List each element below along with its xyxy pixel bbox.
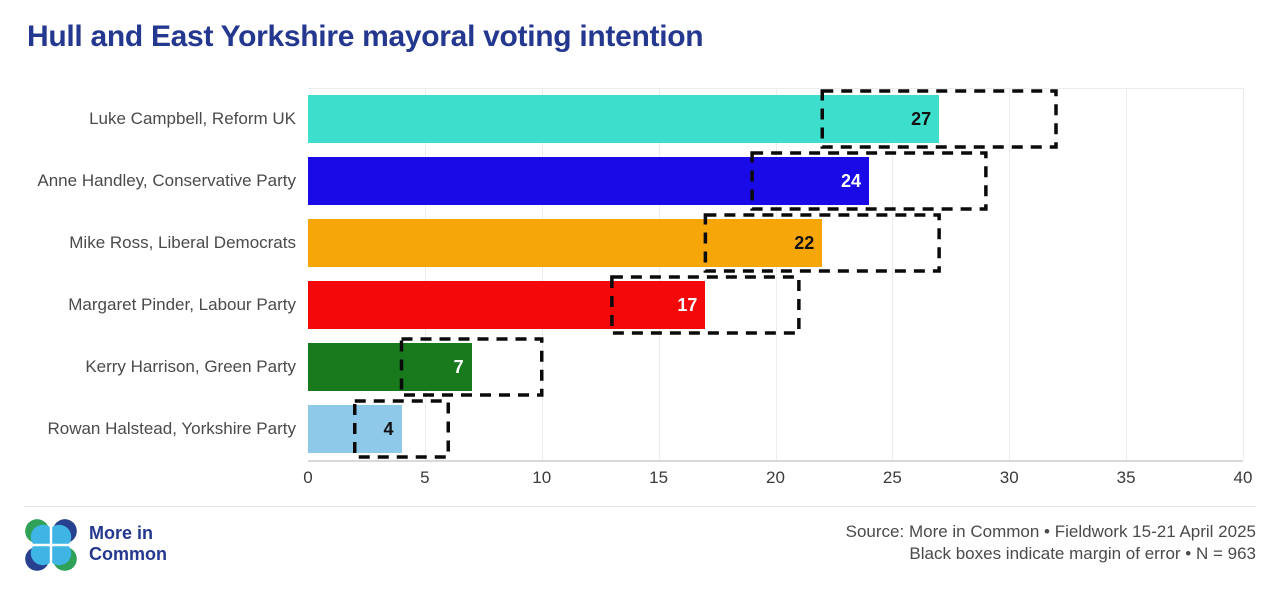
gridline: [424, 88, 426, 460]
error-box-overlay: [353, 89, 1058, 459]
more-in-common-logo-icon: [25, 519, 77, 571]
x-axis-line: [308, 460, 1243, 462]
x-tick-label: 20: [766, 468, 785, 487]
logo-wordmark: More in Common: [89, 523, 167, 564]
x-tick-label: 30: [999, 468, 1019, 487]
bar: 7: [308, 343, 472, 391]
margin-of-error-box: [703, 213, 941, 273]
gridline: [658, 88, 660, 460]
x-tick-label: 25: [882, 468, 902, 487]
bar-value-label: 22: [794, 232, 815, 253]
gridline: [1126, 88, 1128, 460]
source-line-2: Black boxes indicate margin of error • N…: [909, 544, 1256, 563]
gridline: [1009, 88, 1011, 460]
category-label: Anne Handley, Conservative Party: [37, 171, 296, 190]
x-tick-label: 15: [649, 468, 669, 487]
x-tick-label: 40: [1233, 468, 1253, 487]
bar-value-label: 4: [383, 418, 394, 439]
category-label: Luke Campbell, Reform UK: [89, 109, 296, 128]
gridline: [775, 88, 777, 460]
bar: 27: [308, 95, 940, 143]
bar: 24: [308, 157, 869, 205]
bar-value-label: 24: [840, 170, 861, 191]
logo-petal-sky: [30, 546, 50, 566]
margin-of-error-box: [750, 151, 988, 211]
margin-of-error-box: [399, 337, 544, 397]
category-label: Mike Ross, Liberal Democrats: [69, 233, 296, 252]
bar-value-label: 27: [911, 108, 932, 129]
footer-divider: [24, 506, 1256, 507]
logo-petal-sky: [30, 524, 50, 544]
bar: 22: [308, 219, 823, 267]
margin-of-error-box: [820, 89, 1058, 149]
margin-of-error-box: [610, 275, 801, 335]
x-tick-label: 5: [420, 468, 430, 487]
category-label: Margaret Pinder, Labour Party: [68, 295, 296, 314]
gridline: [541, 88, 543, 460]
chart-title: Hull and East Yorkshire mayoral voting i…: [27, 20, 704, 53]
x-tick-label: 10: [532, 468, 552, 487]
category-label: Rowan Halstead, Yorkshire Party: [47, 419, 296, 438]
x-tick-label: 35: [1116, 468, 1136, 487]
bar-value-label: 7: [453, 356, 464, 377]
source-note: Source: More in Common • Fieldwork 15-21…: [846, 521, 1256, 565]
bar-value-label: 17: [677, 294, 698, 315]
margin-of-error-box: [353, 399, 450, 459]
logo-petal-sky: [52, 524, 72, 544]
logo-petal-sky: [52, 546, 72, 566]
x-tick-label: 0: [303, 468, 313, 487]
gridline: [1243, 88, 1244, 460]
source-line-1: Source: More in Common • Fieldwork 15-21…: [845, 522, 1256, 541]
category-label: Kerry Harrison, Green Party: [85, 357, 296, 376]
bar: 17: [308, 281, 706, 329]
gridline: [892, 88, 894, 460]
